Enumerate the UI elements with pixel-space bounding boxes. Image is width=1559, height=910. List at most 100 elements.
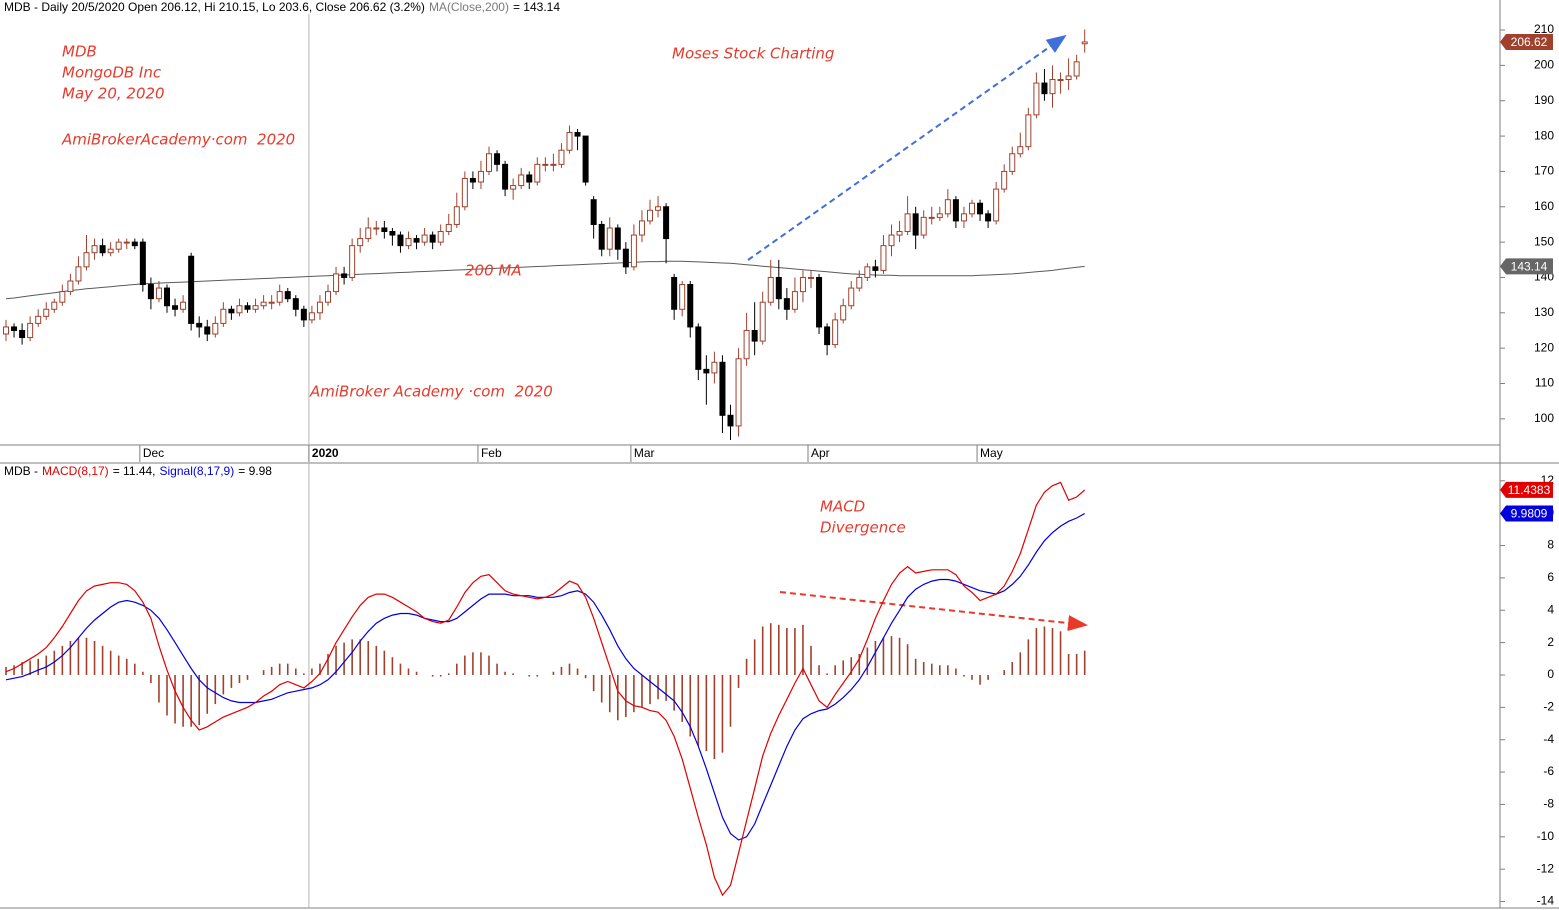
candle-body xyxy=(292,298,299,310)
candle-body xyxy=(316,301,323,314)
candle-body xyxy=(1065,75,1072,81)
candle-body xyxy=(429,234,436,243)
y-tick-label: 120 xyxy=(1534,340,1554,354)
candle-body xyxy=(308,312,315,321)
candle-body xyxy=(1041,82,1048,95)
y-tick-label: 100 xyxy=(1534,411,1554,425)
candle-body xyxy=(494,153,501,165)
candle-body xyxy=(743,329,750,360)
candle-body xyxy=(341,273,348,278)
divergence-arrow xyxy=(779,591,1088,632)
candle-body xyxy=(486,153,492,172)
macd-title: MDB - xyxy=(4,464,38,478)
y-tick-label: 190 xyxy=(1534,93,1554,107)
macd-line xyxy=(5,481,1086,897)
candle-body xyxy=(969,202,975,215)
candle-body xyxy=(27,322,34,339)
candle-body xyxy=(67,280,74,293)
price-title: MDB - Daily 20/5/2020 Open 206.12, Hi 21… xyxy=(4,0,425,14)
candle-body xyxy=(647,209,653,222)
candle-body xyxy=(59,291,66,303)
y-tick-label: 6 xyxy=(1547,570,1554,584)
candle-body xyxy=(582,135,589,183)
ma-value: = 143.14 xyxy=(513,0,560,14)
candle-body xyxy=(147,284,154,300)
candle-body xyxy=(679,284,686,310)
candle-body xyxy=(751,329,758,342)
candle-body xyxy=(365,227,372,240)
annotation: MongoDB Inc xyxy=(62,64,162,82)
candle-body xyxy=(91,245,98,254)
candle-body xyxy=(880,245,887,271)
y-tick-label: -6 xyxy=(1543,764,1554,778)
x-tick-label: Apr xyxy=(811,446,830,460)
candle-body xyxy=(131,241,138,247)
y-tick-label: -10 xyxy=(1537,829,1555,843)
candle-body xyxy=(630,234,637,268)
candle-body xyxy=(1081,41,1088,45)
candle-body xyxy=(622,248,629,268)
candle-body xyxy=(703,368,710,374)
candle-body xyxy=(1017,146,1024,155)
ma-name: MA(Close,200) xyxy=(429,0,509,14)
candle-body xyxy=(453,206,460,225)
candle-body xyxy=(349,245,356,278)
candle-body xyxy=(445,223,452,233)
x-tick-label: Feb xyxy=(481,446,502,460)
candle-body xyxy=(421,234,428,243)
annotation: AmiBroker Academy ·com 2020 xyxy=(309,383,553,401)
candle-body xyxy=(107,248,114,254)
candle-body xyxy=(3,326,9,335)
candle-body xyxy=(373,227,380,230)
signal-name: Signal(8,17,9) xyxy=(160,464,235,478)
candle-body xyxy=(920,216,927,236)
annotation: MACD xyxy=(820,498,865,516)
candle-body xyxy=(655,206,662,211)
candle-body xyxy=(43,308,50,317)
candle-body xyxy=(99,245,106,254)
signal-value: = 9.98 xyxy=(238,464,272,478)
candle-body xyxy=(558,149,565,165)
candle-body xyxy=(469,177,476,183)
annotation: MDB xyxy=(62,43,97,61)
candle-body xyxy=(952,199,959,222)
candle-body xyxy=(1073,61,1080,77)
candle-body xyxy=(671,276,678,310)
last-value-box xyxy=(1500,481,1553,498)
candle-body xyxy=(188,255,195,324)
candle-body xyxy=(598,223,605,250)
price-header: MDB - Daily 20/5/2020 Open 206.12, Hi 21… xyxy=(4,0,560,14)
candle-body xyxy=(695,326,702,370)
candle-body xyxy=(325,291,331,303)
y-tick-label: -14 xyxy=(1537,894,1555,908)
y-tick-label: 200 xyxy=(1534,58,1554,72)
x-tick-label: May xyxy=(980,446,1003,460)
candle-body xyxy=(381,227,388,233)
candle-body xyxy=(115,241,122,250)
candle-body xyxy=(864,266,871,278)
candle-body xyxy=(759,301,766,342)
candle-body xyxy=(510,185,517,190)
annotation: May 20, 2020 xyxy=(62,85,165,103)
last-value-label: 143.14 xyxy=(1511,260,1548,274)
candle-body xyxy=(912,213,919,236)
candle-body xyxy=(960,213,967,222)
candle-body xyxy=(936,213,943,218)
candle-body xyxy=(276,291,283,303)
candle-body xyxy=(791,291,798,310)
candle-body xyxy=(799,276,806,293)
y-tick-label: -4 xyxy=(1543,732,1554,746)
y-tick-label: 160 xyxy=(1534,199,1554,213)
candle-body xyxy=(268,301,275,304)
candle-body xyxy=(75,266,82,282)
candle-body xyxy=(993,188,1000,222)
candle-body xyxy=(534,163,541,183)
candle-body xyxy=(550,163,557,166)
candle-body xyxy=(204,326,211,335)
last-value-label: 206.62 xyxy=(1511,35,1548,49)
candle-body xyxy=(405,238,412,247)
candle-body xyxy=(904,213,911,233)
candle-body xyxy=(566,132,573,151)
x-tick-label: Dec xyxy=(143,446,164,460)
